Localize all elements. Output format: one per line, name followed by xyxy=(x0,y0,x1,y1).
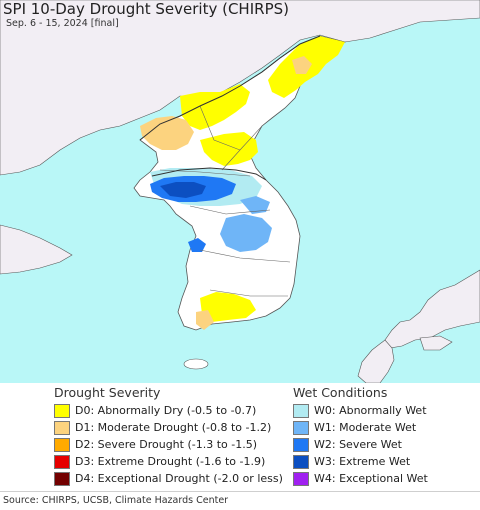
footer-divider xyxy=(0,491,480,492)
legend-item-w4: W4: Exceptional Wet xyxy=(293,470,478,487)
map-canvas xyxy=(0,0,480,383)
legend-label-d1: D1: Moderate Drought (-0.8 to -1.2) xyxy=(75,421,272,434)
swatch-w1 xyxy=(293,420,309,435)
wet-legend-title: Wet Conditions xyxy=(293,385,388,400)
map: SPI 10-Day Drought Severity (CHIRPS) Sep… xyxy=(0,0,480,383)
legend-item-d4: D4: Exceptional Drought (-2.0 or less) xyxy=(54,470,284,487)
legend-item-w1: W1: Moderate Wet xyxy=(293,419,478,436)
legend-item-w0: W0: Abnormally Wet xyxy=(293,402,478,419)
japan-shikoku xyxy=(419,335,453,351)
wet-legend-list: W0: Abnormally Wet W1: Moderate Wet W2: … xyxy=(293,402,478,487)
drought-d0-north xyxy=(180,84,250,130)
swatch-w4 xyxy=(293,471,309,486)
northern-border xyxy=(139,35,321,141)
wet-w3-core xyxy=(160,182,206,198)
swatch-d1 xyxy=(54,420,70,435)
legend-label-w4: W4: Exceptional Wet xyxy=(314,472,428,485)
japan-kyushu xyxy=(357,339,395,383)
legend-label-d0: D0: Abnormally Dry (-0.5 to -0.7) xyxy=(75,404,257,417)
drought-legend: Drought Severity D0: Abnormally Dry (-0.… xyxy=(54,385,284,487)
legend-label-w2: W2: Severe Wet xyxy=(314,438,402,451)
dmz-border xyxy=(151,167,267,181)
swatch-w3 xyxy=(293,454,309,469)
japan-land xyxy=(384,269,480,349)
drought-d1-northwest xyxy=(140,116,194,150)
swatch-w0 xyxy=(293,403,309,418)
province-lines xyxy=(159,105,291,297)
neighbor-land-west xyxy=(0,224,73,275)
legend-item-d1: D1: Moderate Drought (-0.8 to -1.2) xyxy=(54,419,284,436)
legend-label-w1: W1: Moderate Wet xyxy=(314,421,417,434)
drought-d0-south xyxy=(200,292,256,322)
wet-w1-south xyxy=(220,214,272,252)
drought-d1-south xyxy=(196,310,214,330)
legend-label-d2: D2: Severe Drought (-1.3 to -1.5) xyxy=(75,438,258,451)
swatch-w2 xyxy=(293,437,309,452)
legend-label-w0: W0: Abnormally Wet xyxy=(314,404,427,417)
legend-item-d3: D3: Extreme Drought (-1.6 to -1.9) xyxy=(54,453,284,470)
swatch-d4 xyxy=(54,471,70,486)
map-title: SPI 10-Day Drought Severity (CHIRPS) xyxy=(3,0,289,18)
swatch-d3 xyxy=(54,454,70,469)
swatch-d2 xyxy=(54,437,70,452)
drought-d1-northeast xyxy=(292,56,312,74)
wet-w2-west xyxy=(188,238,206,252)
source-note: Source: CHIRPS, UCSB, Climate Hazards Ce… xyxy=(3,495,229,506)
drought-legend-list: D0: Abnormally Dry (-0.5 to -0.7) D1: Mo… xyxy=(54,402,284,487)
legend-item-d2: D2: Severe Drought (-1.3 to -1.5) xyxy=(54,436,284,453)
wet-w1-east xyxy=(240,196,270,214)
legend-item-d0: D0: Abnormally Dry (-0.5 to -0.7) xyxy=(54,402,284,419)
wet-legend: Wet Conditions W0: Abnormally Wet W1: Mo… xyxy=(293,385,478,487)
legend-label-w3: W3: Extreme Wet xyxy=(314,455,411,468)
map-subtitle: Sep. 6 - 15, 2024 [final] xyxy=(6,18,119,29)
legend-label-d3: D3: Extreme Drought (-1.6 to -1.9) xyxy=(75,455,266,468)
legend-item-w3: W3: Extreme Wet xyxy=(293,453,478,470)
legend-label-d4: D4: Exceptional Drought (-2.0 or less) xyxy=(75,472,283,485)
jeju-island xyxy=(183,358,209,370)
swatch-d0 xyxy=(54,403,70,418)
legend-item-w2: W2: Severe Wet xyxy=(293,436,478,453)
drought-legend-title: Drought Severity xyxy=(54,385,161,400)
